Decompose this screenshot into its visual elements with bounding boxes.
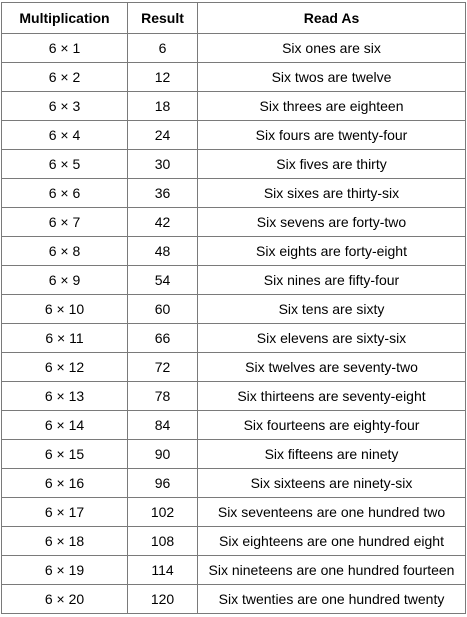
read-as-cell: Six fourteens are eighty-four <box>197 410 466 440</box>
table-row: 6 × 7 42 Six sevens are forty-two <box>1 207 466 237</box>
table-body: 6 × 1 6 Six ones are six 6 × 2 12 Six twos ar… <box>1 33 466 614</box>
multiplication-cell: 6 × 9 <box>1 265 128 295</box>
read-as-cell: Six fives are thirty <box>197 149 466 179</box>
table-row: 6 × 16 96 Six sixteens are ninety-six <box>1 468 466 498</box>
multiplication-cell: 6 × 16 <box>1 468 128 498</box>
table-row: 6 × 9 54 Six nines are fifty-four <box>1 265 466 295</box>
result-cell: 114 <box>127 555 198 585</box>
multiplication-cell: 6 × 20 <box>1 584 128 614</box>
read-as-cell: Six tens are sixty <box>197 294 466 324</box>
table-row: 6 × 20 120 Six twenties are one hundred tw… <box>1 584 466 614</box>
multiplication-cell: 6 × 10 <box>1 294 128 324</box>
multiplication-cell: 6 × 4 <box>1 120 128 150</box>
table-row: 6 × 3 18 Six threes are eighteen <box>1 91 466 121</box>
table-row: 6 × 17 102 Six seventeens are one hundred … <box>1 497 466 527</box>
table-header: Multiplication Result Read As <box>1 2 466 34</box>
read-as-cell: Six twelves are seventy-two <box>197 352 466 382</box>
read-as-cell: Six thirteens are seventy-eight <box>197 381 466 411</box>
multiplication-cell: 6 × 13 <box>1 381 128 411</box>
result-cell: 12 <box>127 62 198 92</box>
multiplication-cell: 6 × 2 <box>1 62 128 92</box>
multiplication-cell: 6 × 11 <box>1 323 128 353</box>
result-cell: 54 <box>127 265 198 295</box>
result-cell: 30 <box>127 149 198 179</box>
multiplication-cell: 6 × 3 <box>1 91 128 121</box>
read-as-cell: Six ones are six <box>197 33 466 63</box>
read-as-cell: Six twos are twelve <box>197 62 466 92</box>
read-as-cell: Six eighteens are one hundred eight <box>197 526 466 556</box>
result-cell: 66 <box>127 323 198 353</box>
table-row: 6 × 4 24 Six fours are twenty-four <box>1 120 466 150</box>
table-row: 6 × 6 36 Six sixes are thirty-six <box>1 178 466 208</box>
read-as-cell: Six sixes are thirty-six <box>197 178 466 208</box>
table-row: 6 × 14 84 Six fourteens are eighty-four <box>1 410 466 440</box>
header-result: Result <box>127 2 198 34</box>
result-cell: 102 <box>127 497 198 527</box>
result-cell: 6 <box>127 33 198 63</box>
multiplication-cell: 6 × 1 <box>1 33 128 63</box>
multiplication-cell: 6 × 15 <box>1 439 128 469</box>
header-multiplication: Multiplication <box>1 2 128 34</box>
result-cell: 60 <box>127 294 198 324</box>
table-row: 6 × 18 108 Six eighteens are one hundred e… <box>1 526 466 556</box>
multiplication-cell: 6 × 5 <box>1 149 128 179</box>
read-as-cell: Six fifteens are ninety <box>197 439 466 469</box>
multiplication-cell: 6 × 7 <box>1 207 128 237</box>
table-row: 6 × 2 12 Six twos are twelve <box>1 62 466 92</box>
multiplication-cell: 6 × 12 <box>1 352 128 382</box>
table-row: 6 × 10 60 Six tens are sixty <box>1 294 466 324</box>
header-read-as: Read As <box>197 2 466 34</box>
result-cell: 120 <box>127 584 198 614</box>
read-as-cell: Six elevens are sixty-six <box>197 323 466 353</box>
result-cell: 36 <box>127 178 198 208</box>
multiplication-cell: 6 × 6 <box>1 178 128 208</box>
multiplication-cell: 6 × 18 <box>1 526 128 556</box>
result-cell: 42 <box>127 207 198 237</box>
result-cell: 24 <box>127 120 198 150</box>
table-row: 6 × 1 6 Six ones are six <box>1 33 466 63</box>
table-row: 6 × 5 30 Six fives are thirty <box>1 149 466 179</box>
read-as-cell: Six sixteens are ninety-six <box>197 468 466 498</box>
read-as-cell: Six twenties are one hundred twenty <box>197 584 466 614</box>
read-as-cell: Six nines are fifty-four <box>197 265 466 295</box>
multiplication-cell: 6 × 8 <box>1 236 128 266</box>
table-row: 6 × 19 114 Six nineteens are one hundred f… <box>1 555 466 585</box>
table-row: 6 × 15 90 Six fifteens are ninety <box>1 439 466 469</box>
table-row: 6 × 13 78 Six thirteens are seventy-eight <box>1 381 466 411</box>
result-cell: 48 <box>127 236 198 266</box>
result-cell: 18 <box>127 91 198 121</box>
read-as-cell: Six sevens are forty-two <box>197 207 466 237</box>
multiplication-cell: 6 × 19 <box>1 555 128 585</box>
table-row: 6 × 8 48 Six eights are forty-eight <box>1 236 466 266</box>
header-row: Multiplication Result Read As <box>1 2 466 34</box>
result-cell: 96 <box>127 468 198 498</box>
read-as-cell: Six threes are eighteen <box>197 91 466 121</box>
result-cell: 72 <box>127 352 198 382</box>
read-as-cell: Six nineteens are one hundred fourteen <box>197 555 466 585</box>
read-as-cell: Six eights are forty-eight <box>197 236 466 266</box>
read-as-cell: Six fours are twenty-four <box>197 120 466 150</box>
table-row: 6 × 11 66 Six elevens are sixty-six <box>1 323 466 353</box>
read-as-cell: Six seventeens are one hundred two <box>197 497 466 527</box>
result-cell: 90 <box>127 439 198 469</box>
multiplication-cell: 6 × 17 <box>1 497 128 527</box>
multiplication-cell: 6 × 14 <box>1 410 128 440</box>
table-row: 6 × 12 72 Six twelves are seventy-two <box>1 352 466 382</box>
result-cell: 108 <box>127 526 198 556</box>
result-cell: 78 <box>127 381 198 411</box>
result-cell: 84 <box>127 410 198 440</box>
